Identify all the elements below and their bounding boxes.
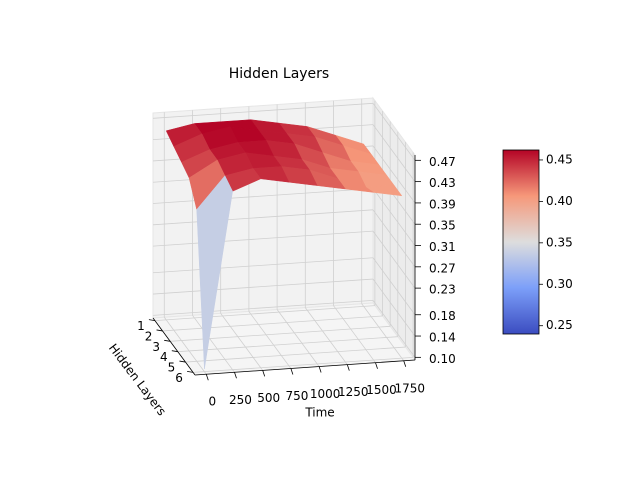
axis-line <box>152 317 196 376</box>
x-axis-label: Time <box>304 406 334 420</box>
z-tick-label: 0.10 <box>429 352 456 366</box>
y-tick-label: 6 <box>175 371 183 385</box>
colorbar <box>502 149 540 335</box>
colorbar-tick-label: 0.30 <box>546 277 573 291</box>
x-tick-label: 750 <box>285 389 308 403</box>
z-tick-label: 0.14 <box>429 331 456 345</box>
tick-mark <box>164 339 171 342</box>
grid-line <box>361 303 405 362</box>
surface-patch <box>196 175 233 370</box>
x-tick-label: 250 <box>229 393 252 407</box>
grid-line <box>152 230 374 247</box>
tick-mark <box>290 368 294 375</box>
tick-mark <box>375 362 378 369</box>
grid-line <box>372 124 416 182</box>
grid-line <box>152 278 374 295</box>
grid-line <box>372 103 416 161</box>
tick-mark <box>346 364 350 371</box>
z-tick-label: 0.47 <box>429 155 456 169</box>
z-tick-label: 0.35 <box>429 219 456 233</box>
tick-mark <box>403 360 407 367</box>
grid-line <box>372 230 416 289</box>
tick-mark <box>187 371 194 373</box>
x-tick-label: 1750 <box>394 381 425 395</box>
x-tick-label: 1000 <box>310 387 341 401</box>
tick-mark <box>205 374 209 381</box>
colorbar-tick-label: 0.40 <box>546 194 573 208</box>
grid-line <box>152 299 374 316</box>
colorbar-tick-label: 0.35 <box>546 235 573 249</box>
colorbar-tick-label: 0.25 <box>546 318 573 332</box>
y-tick-label: 2 <box>145 329 153 343</box>
z-tick-label: 0.27 <box>429 261 456 275</box>
x-tick-label: 1500 <box>366 383 397 397</box>
grid-line <box>220 313 264 371</box>
grid-line <box>192 315 235 373</box>
y-tick-label: 1 <box>137 319 145 333</box>
z-tick-label: 0.31 <box>429 240 456 254</box>
grid-line <box>152 209 374 226</box>
z-tick-label: 0.23 <box>429 283 456 297</box>
tick-mark <box>318 366 322 373</box>
grid-line <box>372 209 416 268</box>
x-tick-label: 1250 <box>338 385 369 399</box>
grid-line <box>333 305 376 363</box>
tick-mark <box>179 360 186 363</box>
colorbar-tick-label: 0.45 <box>546 152 573 166</box>
grid-line <box>372 257 416 315</box>
grid-line <box>152 102 374 119</box>
grid-line <box>152 257 374 274</box>
y-tick-label: 4 <box>160 350 168 364</box>
x-tick-label: 500 <box>257 391 280 405</box>
grid-line <box>152 188 374 204</box>
grid-line <box>177 336 398 353</box>
z-tick-label: 0.43 <box>429 176 456 190</box>
y-tick-label: 3 <box>152 340 160 354</box>
z-tick-label: 0.39 <box>429 197 456 211</box>
grid-line <box>372 300 416 358</box>
tick-mark <box>156 329 163 332</box>
tick-mark <box>148 319 155 321</box>
tick-mark <box>262 370 266 377</box>
x-tick-label: 0 <box>208 395 216 409</box>
grid-line <box>154 305 375 321</box>
grid-line <box>372 188 416 246</box>
grid-line <box>193 357 414 373</box>
grid-line <box>248 311 292 369</box>
grid-line <box>372 145 416 204</box>
axis-line <box>194 359 416 376</box>
grid-line <box>304 307 348 365</box>
grid-line <box>276 309 320 367</box>
z-tick-label: 0.18 <box>429 309 456 323</box>
chart-title: Hidden Layers <box>229 66 329 82</box>
tick-mark <box>171 350 178 353</box>
tick-mark <box>234 372 237 379</box>
grid-line <box>185 346 406 363</box>
grid-line <box>163 316 207 375</box>
y-tick-label: 5 <box>168 361 176 375</box>
grid-line <box>162 315 383 332</box>
grid-line <box>372 278 416 337</box>
